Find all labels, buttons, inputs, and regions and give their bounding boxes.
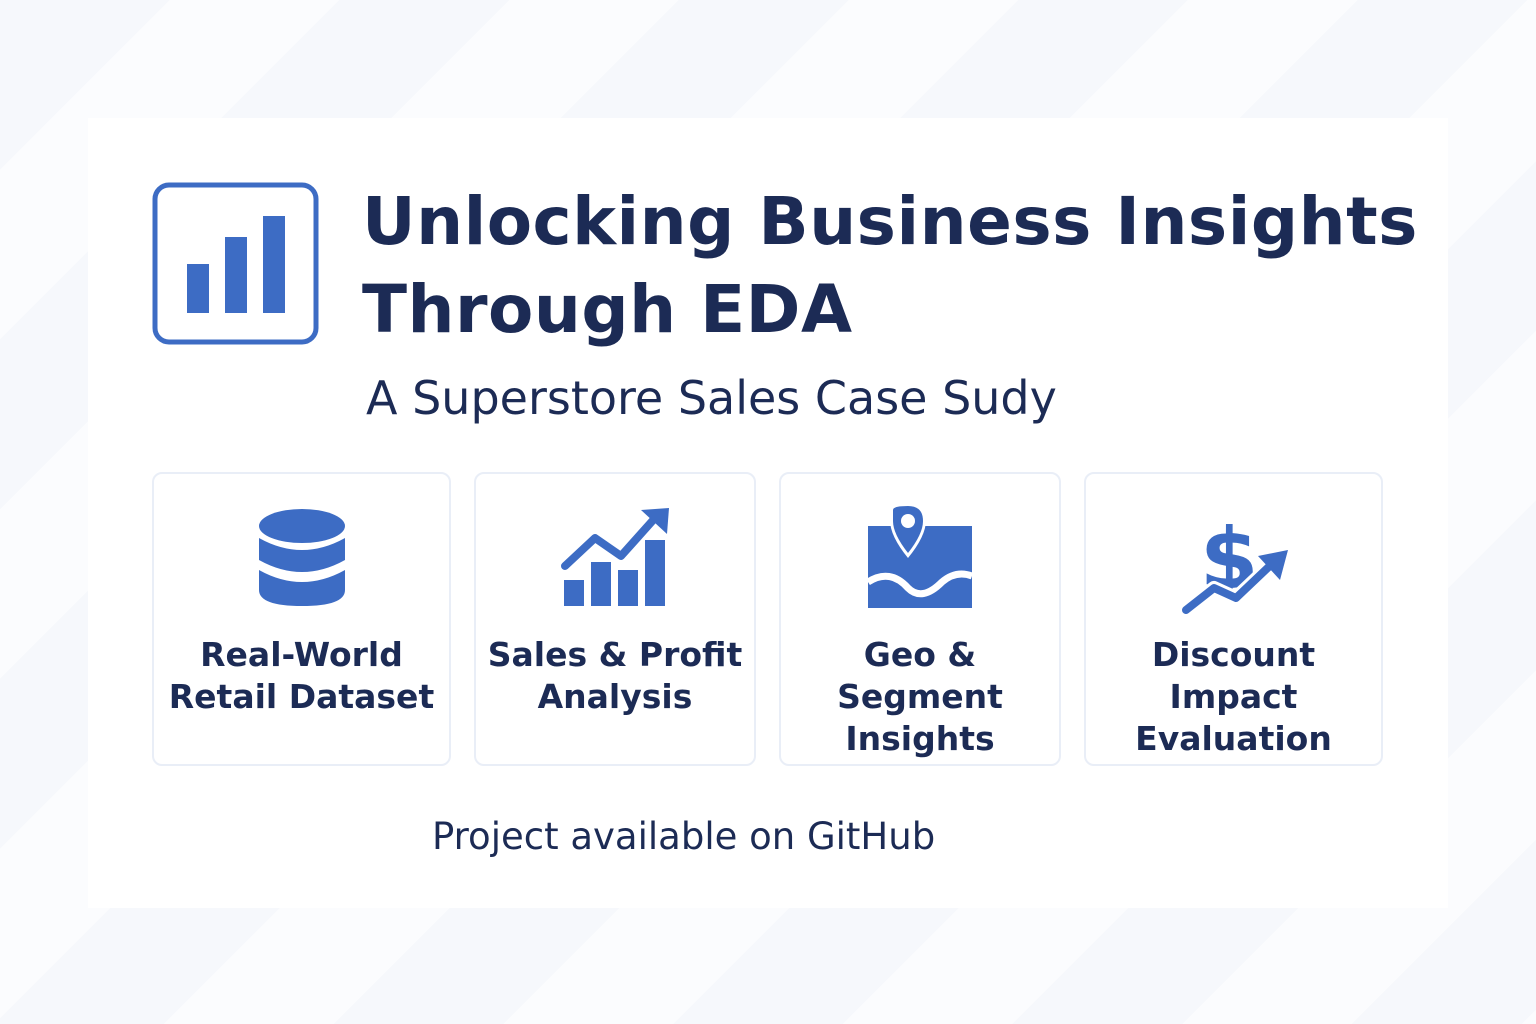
feature-label-line: Real-World xyxy=(200,635,403,674)
database-icon xyxy=(242,504,362,614)
feature-label-line: Evaluation xyxy=(1135,719,1332,758)
map-pin-icon xyxy=(860,502,980,614)
feature-label-line: Impact xyxy=(1169,677,1298,716)
title-line-1: Unlocking Business Insights xyxy=(362,183,1418,260)
dollar-trend-icon: $ xyxy=(1174,504,1294,617)
feature-card-sales-profit: Sales & Profit Analysis xyxy=(474,472,756,766)
feature-label-line: Insights xyxy=(845,719,995,758)
feature-card-dataset: Real-World Retail Dataset xyxy=(152,472,451,766)
feature-label-line: Sales & Profit xyxy=(487,635,743,674)
feature-card-geo-segment: Geo & Segment Insights xyxy=(779,472,1061,766)
feature-label: Discount Impact Evaluation xyxy=(1086,634,1381,760)
feature-label: Geo & Segment Insights xyxy=(781,634,1059,760)
bar-chart-icon xyxy=(152,182,319,345)
feature-card-discount: $ Discount Impact Evaluation xyxy=(1084,472,1383,766)
page-title: Unlocking Business Insights Through EDA xyxy=(362,178,1442,354)
feature-label-line: Geo & Segment xyxy=(837,635,1003,716)
feature-label-line: Analysis xyxy=(537,677,693,716)
page-subtitle: A Superstore Sales Case Sudy xyxy=(366,371,1057,425)
trending-bar-chart-icon xyxy=(555,504,675,614)
feature-label: Real-World Retail Dataset xyxy=(154,634,449,718)
feature-label-line: Discount xyxy=(1151,635,1316,674)
feature-label: Sales & Profit Analysis xyxy=(476,634,754,718)
feature-label-line: Retail Dataset xyxy=(168,677,435,716)
github-link[interactable]: Project available on GitHub xyxy=(432,815,936,858)
title-line-2: Through EDA xyxy=(362,271,853,348)
